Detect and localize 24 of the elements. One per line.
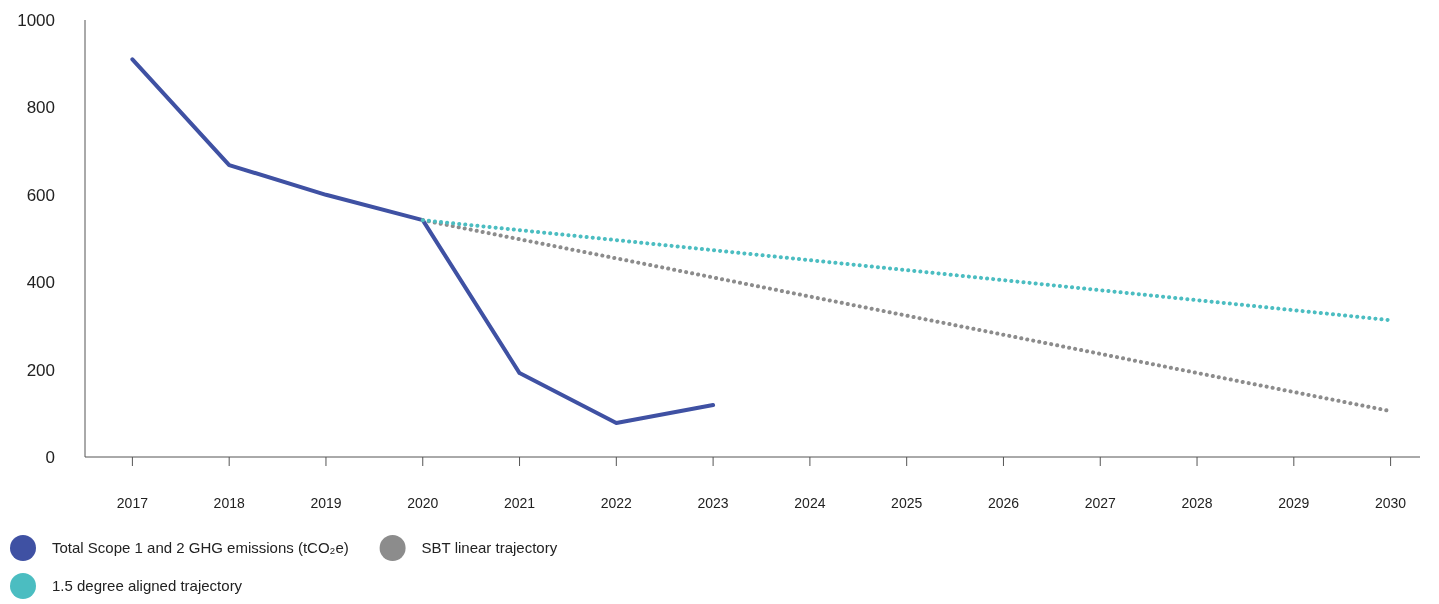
x-tick-label: 2019 [310, 495, 342, 511]
x-tick-label: 2029 [1278, 495, 1310, 511]
x-tick-label: 2020 [407, 495, 439, 511]
legend-label: Total Scope 1 and 2 GHG emissions (tCO₂e) [52, 539, 349, 557]
y-tick-label: 800 [26, 98, 55, 118]
x-tick-label: 2025 [891, 495, 923, 511]
x-tick-label: 2022 [600, 495, 633, 511]
x-tick-label: 2027 [1084, 495, 1117, 511]
legend-label: 1.5 degree aligned trajectory [52, 577, 243, 595]
x-tick-label: 2028 [1181, 495, 1213, 511]
y-tick-label: 600 [26, 185, 55, 205]
legend-label: SBT linear trajectory [421, 539, 558, 557]
x-tick-label: 2023 [697, 495, 729, 511]
y-tick-label: 200 [26, 360, 55, 380]
y-tick-label: 1000 [17, 10, 55, 30]
x-tick-label: 2026 [987, 495, 1020, 511]
x-tick-label: 2017 [116, 495, 149, 511]
y-tick-label: 0 [45, 447, 55, 467]
x-tick-label: 2024 [794, 495, 826, 511]
x-tick-label: 2021 [503, 495, 536, 511]
x-tick-label: 2018 [213, 495, 245, 511]
line-series [130, 57, 716, 425]
x-tick-label: 2030 [1375, 495, 1407, 511]
y-tick-label: 400 [26, 273, 55, 293]
